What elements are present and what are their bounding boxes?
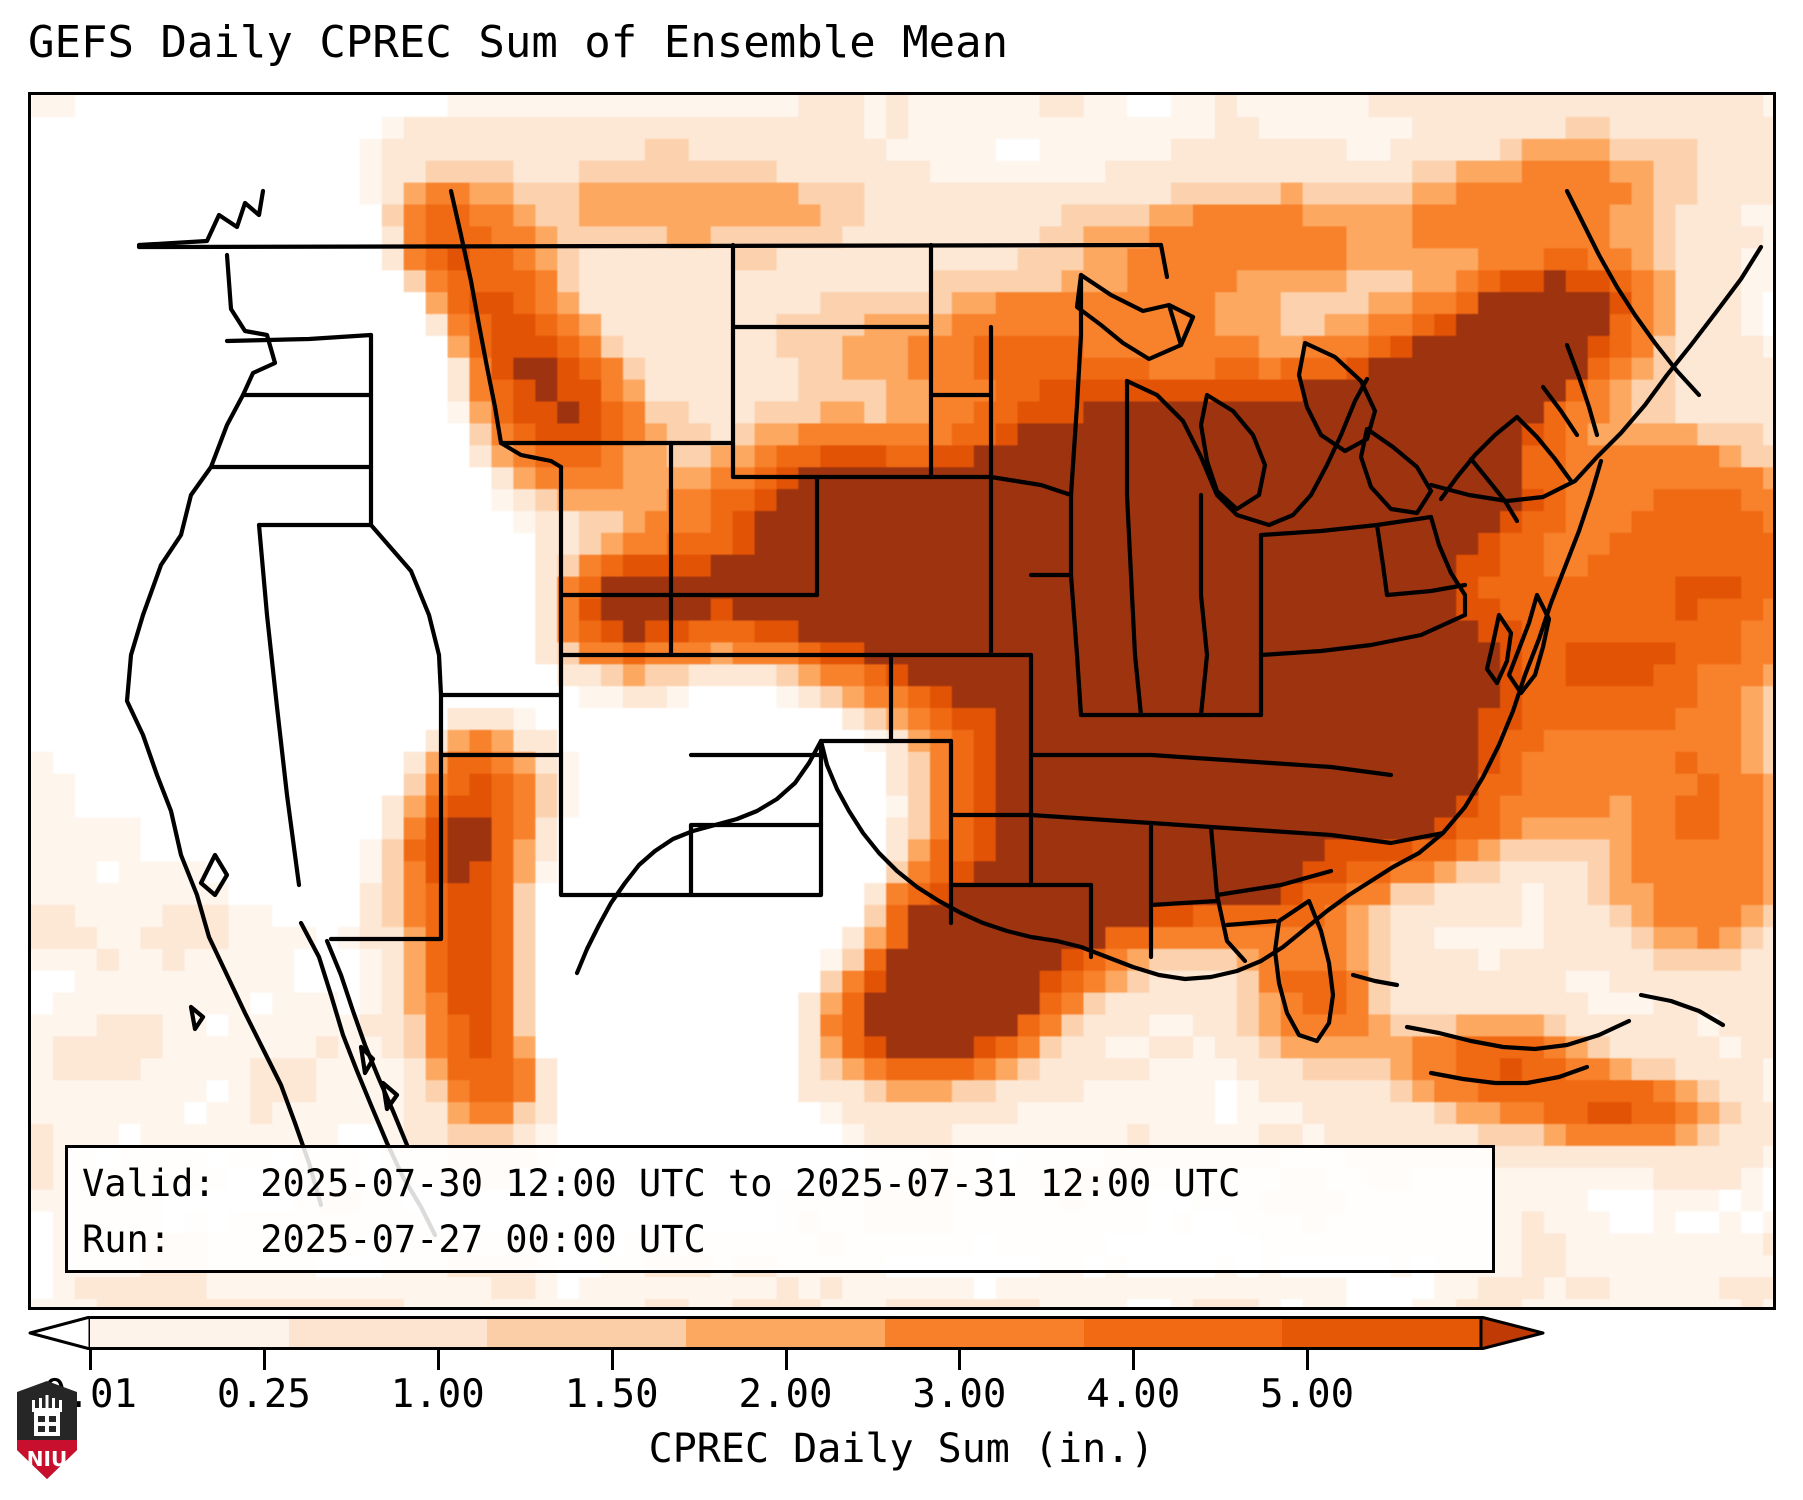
colorbar-bin-5 [1083,1319,1283,1347]
colorbar-tick-label-2: 1.00 [390,1372,485,1417]
colorbar-tick-label-4: 2.00 [738,1372,833,1417]
colorbar-tick-6 [1132,1350,1136,1370]
map-outlines [124,188,1764,1238]
colorbar-bin-6 [1282,1319,1482,1347]
colorbar-tick-label-1: 0.25 [216,1372,311,1417]
colorbar-tick-4 [784,1350,788,1370]
colorbar-tick-label-7: 5.00 [1260,1372,1355,1417]
colorbar[interactable] [28,1316,1776,1350]
colorbar-bin-1 [288,1319,488,1347]
map-plot-area[interactable] [28,92,1776,1310]
info-box: Valid: 2025-07-30 12:00 UTC to 2025-07-3… [65,1145,1495,1273]
colorbar-tick-5 [958,1350,962,1370]
run-time-text: Run: 2025-07-27 00:00 UTC [82,1218,706,1261]
niu-logo[interactable]: NIU [14,1378,80,1482]
colorbar-over-arrow [1479,1316,1545,1350]
colorbar-bin-0 [90,1319,289,1347]
valid-time-text: Valid: 2025-07-30 12:00 UTC to 2025-07-3… [82,1162,1241,1205]
colorbar-tick-7 [1306,1350,1310,1370]
colorbar-tick-label-3: 1.50 [564,1372,659,1417]
colorbar-tick-label-5: 3.00 [912,1372,1007,1417]
colorbar-tick-3 [610,1350,614,1370]
colorbar-ticks [28,1350,1776,1370]
precipitation-heatmap [31,95,1773,1307]
colorbar-tick-1 [262,1350,266,1370]
page-title: GEFS Daily CPREC Sum of Ensemble Mean [28,17,1009,68]
colorbar-tick-label-6: 4.00 [1086,1372,1181,1417]
colorbar-tick-labels: 0.01 0.25 1.00 1.50 2.00 3.00 4.00 5.00 [28,1372,1776,1422]
colorbar-gradient [90,1316,1482,1350]
colorbar-bin-3 [686,1319,885,1347]
map-inner [31,95,1773,1307]
colorbar-bin-4 [884,1319,1084,1347]
colorbar-tick-2 [436,1350,440,1370]
colorbar-bin-2 [487,1319,687,1347]
niu-logo-text: NIU [27,1447,67,1471]
colorbar-axis-label: CPREC Daily Sum (in.) [648,1426,1155,1472]
colorbar-tick-0 [89,1350,92,1370]
colorbar-under-arrow [28,1316,92,1350]
